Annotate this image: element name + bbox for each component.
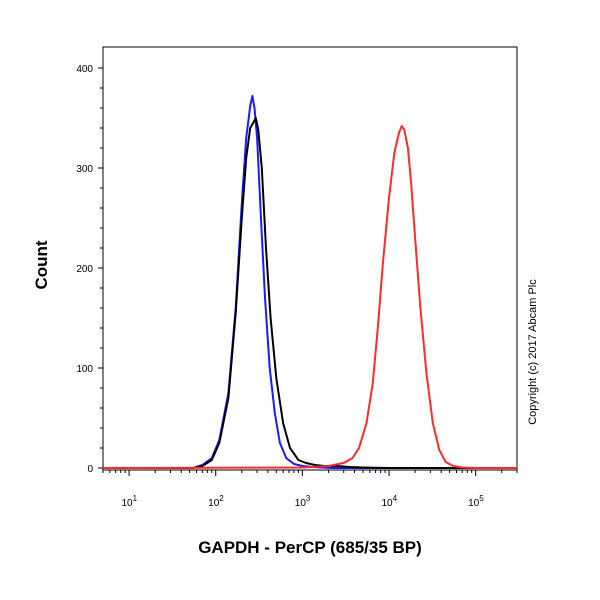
x-tick-base: 10: [468, 498, 480, 509]
x-tick-exponent: 4: [393, 494, 398, 503]
plot-frame: [102, 46, 518, 471]
x-tick-label: 102: [208, 494, 224, 509]
x-tick-exponent: 2: [219, 494, 224, 503]
histogram-series-line: [103, 95, 517, 469]
x-axis-title: GAPDH - PerCP (685/35 BP): [198, 538, 422, 557]
plot-border: [102, 46, 518, 471]
y-axis-title: Count: [32, 240, 51, 289]
x-tick-base: 10: [381, 498, 393, 509]
x-tick-label: 105: [468, 494, 484, 509]
y-tick-label: 200: [76, 264, 93, 275]
x-tick-exponent: 1: [133, 494, 138, 503]
x-tick-base: 10: [122, 498, 134, 509]
copyright-annotation: Copyright (c) 2017 Abcam Plc: [527, 279, 539, 425]
y-axis: 0 100 200 300 400: [76, 64, 103, 475]
histogram-series-line: [103, 117, 517, 469]
y-tick-label: 100: [76, 364, 93, 375]
y-tick-label: 300: [76, 164, 93, 175]
histogram-series: [102, 95, 517, 469]
x-tick-label: 101: [122, 494, 138, 509]
histogram-series-line: [102, 125, 517, 469]
x-tick-label: 104: [381, 494, 397, 509]
x-tick-base: 10: [208, 498, 220, 509]
x-tick-exponent: 5: [479, 494, 484, 503]
y-tick-label: 400: [76, 64, 93, 75]
x-tick-exponent: 3: [306, 494, 311, 503]
y-tick-label: 0: [87, 464, 93, 475]
x-tick-label: 103: [295, 494, 311, 509]
x-tick-base: 10: [295, 498, 307, 509]
x-axis: 101 102 103 104 105: [102, 470, 518, 509]
